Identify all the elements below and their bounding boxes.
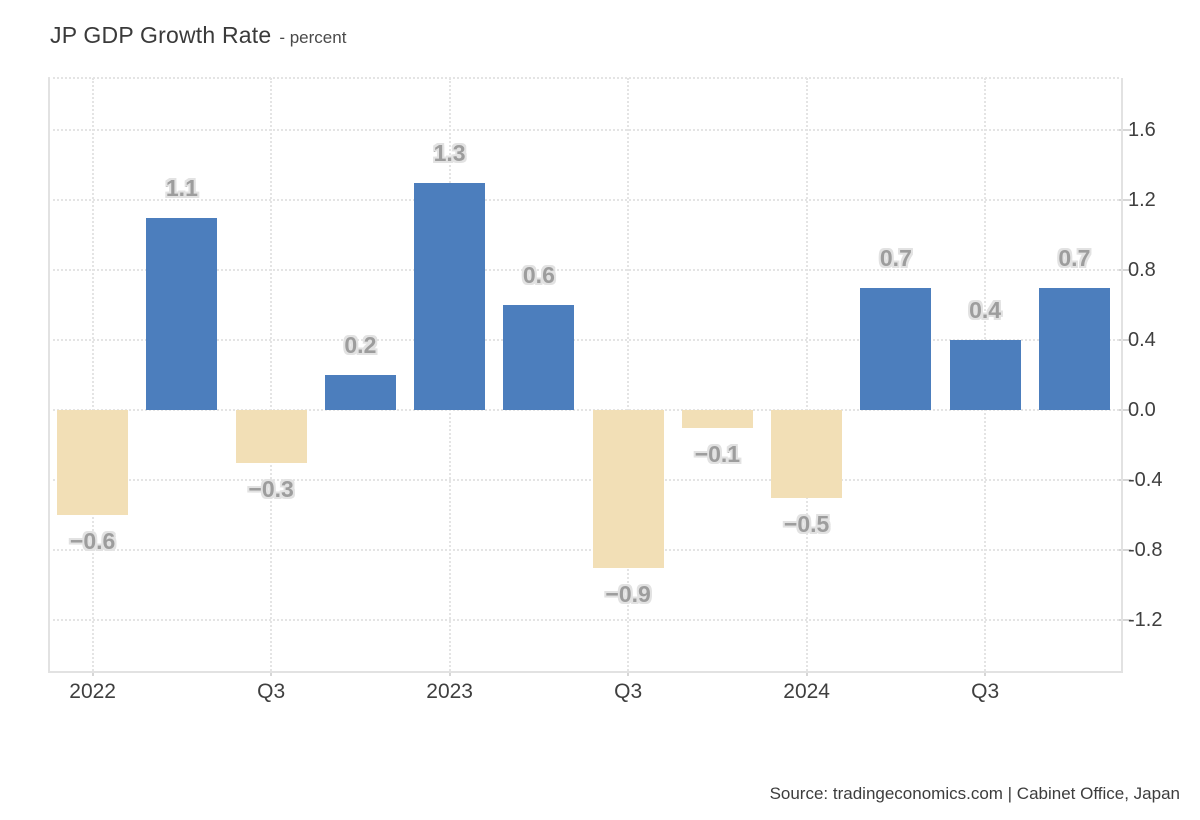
y-axis-tick-label: -0.4	[1128, 469, 1163, 492]
bar[interactable]	[592, 410, 664, 568]
x-axis-tick	[270, 671, 273, 676]
y-axis-tick	[1119, 479, 1131, 482]
bar[interactable]	[860, 287, 932, 411]
bar-value-label: 0.6	[522, 261, 556, 289]
y-axis-tick	[1119, 269, 1131, 272]
y-axis-tick	[1119, 619, 1131, 622]
x-axis-tick	[627, 671, 630, 676]
y-axis-tick-label: 1.2	[1128, 189, 1156, 212]
bar[interactable]	[324, 375, 396, 411]
bar-value-label: −0.9	[604, 580, 651, 608]
x-axis-tick-label: Q3	[614, 680, 643, 703]
x-axis-tick-label: 2022	[69, 680, 116, 703]
gridline-horizontal	[48, 339, 1119, 342]
gridline-horizontal	[48, 549, 1119, 552]
bar[interactable]	[414, 183, 486, 411]
gridline-vertical	[627, 78, 630, 671]
source-attribution: Source: tradingeconomics.com | Cabinet O…	[769, 784, 1180, 803]
bar[interactable]	[1038, 287, 1110, 411]
y-axis-tick-label: -1.2	[1128, 609, 1163, 632]
bar-value-label: 1.1	[165, 174, 199, 202]
gridline-vertical	[270, 78, 273, 671]
bar-value-label: 1.3	[433, 139, 467, 167]
gridline-vertical	[805, 78, 808, 671]
x-axis-tick-label: Q3	[971, 680, 1000, 703]
bar-value-label: 0.4	[968, 296, 1002, 324]
y-axis-tick-label: 1.6	[1128, 119, 1156, 142]
gridline-vertical	[91, 78, 94, 671]
bar-value-label: −0.6	[69, 527, 116, 555]
bar[interactable]	[235, 410, 307, 463]
bar[interactable]	[503, 305, 575, 411]
gridline-horizontal	[48, 199, 1119, 202]
bar-value-label: −0.5	[783, 510, 830, 538]
bar[interactable]	[949, 340, 1021, 411]
bar-value-label: −0.1	[694, 440, 741, 468]
y-axis-tick-label: 0.8	[1128, 259, 1156, 282]
y-axis-tick-label: -0.8	[1128, 539, 1163, 562]
bar[interactable]	[681, 410, 753, 428]
gridline-horizontal	[48, 129, 1119, 132]
gridline-horizontal	[48, 619, 1119, 622]
page-subtitle: - percent	[279, 28, 347, 47]
bar-value-label: −0.3	[247, 475, 294, 503]
x-axis-tick-label: 2024	[783, 680, 830, 703]
bar[interactable]	[771, 410, 843, 498]
y-axis-tick-label: 0.4	[1128, 329, 1156, 352]
gridline-horizontal	[48, 77, 1119, 79]
x-axis-tick	[805, 671, 808, 676]
gridline-horizontal	[48, 409, 1119, 412]
y-axis-tick	[1119, 409, 1131, 412]
y-axis-tick	[1119, 129, 1131, 132]
bar[interactable]	[57, 410, 129, 516]
bar-value-label: 0.7	[1057, 244, 1091, 272]
x-axis-tick-label: Q3	[257, 680, 286, 703]
page-title: JP GDP Growth Rate	[50, 22, 272, 48]
gridline-horizontal	[48, 479, 1119, 482]
bar-value-label: 0.2	[343, 331, 377, 359]
y-axis-tick	[1119, 339, 1131, 342]
bar[interactable]	[146, 217, 218, 411]
y-axis-tick	[1119, 199, 1131, 202]
bar-value-label: 0.7	[879, 244, 913, 272]
x-axis-tick-label: 2023	[426, 680, 473, 703]
x-axis-tick	[984, 671, 987, 676]
x-axis-tick	[91, 671, 94, 676]
chart-header: JP GDP Growth Rate - percent	[50, 22, 346, 49]
gridline-horizontal	[48, 269, 1119, 272]
x-axis-tick	[448, 671, 451, 676]
y-axis-tick-label: 0.0	[1128, 399, 1156, 422]
y-axis-tick	[1119, 549, 1131, 552]
